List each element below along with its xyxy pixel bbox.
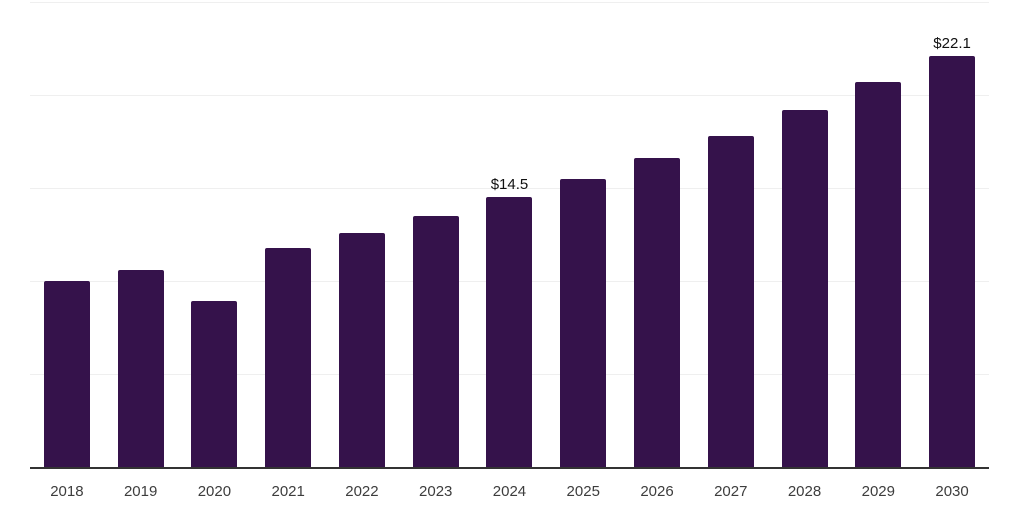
bar-2026[interactable] xyxy=(634,158,680,467)
bar-slot xyxy=(620,2,694,467)
x-tick-label-2021: 2021 xyxy=(271,483,305,500)
x-tick-label-2028: 2028 xyxy=(787,483,822,500)
bar-slot xyxy=(694,2,768,467)
bar-2028[interactable] xyxy=(781,109,828,467)
bar-slot xyxy=(30,2,104,467)
gridline xyxy=(30,2,989,3)
x-tick-label-2024: 2024 xyxy=(492,483,527,500)
x-tick-label-2019: 2019 xyxy=(123,483,158,500)
x-tick-label-2030: 2030 xyxy=(935,483,969,500)
bar-slot xyxy=(841,2,915,467)
bar-2027[interactable] xyxy=(707,135,754,467)
bar-value-label-2030: $22.1 xyxy=(933,34,971,52)
bar-slot xyxy=(178,2,252,467)
bar-slot xyxy=(546,2,620,467)
x-tick-label-2027: 2027 xyxy=(714,483,748,500)
bar-2030[interactable]: $22.1 xyxy=(929,35,976,467)
bar-slot xyxy=(104,2,178,467)
x-tick-label-2022: 2022 xyxy=(345,483,379,500)
x-tick-label-2023: 2023 xyxy=(419,483,453,500)
bar-2025[interactable] xyxy=(560,178,607,467)
gridline xyxy=(30,95,989,96)
bars-container: $14.5 $22.1 xyxy=(30,2,989,467)
bar-2024[interactable]: $14.5 xyxy=(486,176,533,467)
x-axis-labels: 2018 2019 2020 2021 2022 2023 2024 2025 2026 2027… xyxy=(30,483,989,501)
bar-2023[interactable] xyxy=(412,215,459,467)
bar-slot: $22.1 xyxy=(915,2,989,467)
x-tick-label-2018: 2018 xyxy=(50,483,84,500)
bar-2018[interactable] xyxy=(43,281,90,467)
bar-value-label-2024: $14.5 xyxy=(490,176,529,194)
bar-slot: $14.5 xyxy=(473,2,547,467)
bar-2021[interactable] xyxy=(265,247,312,467)
bar-2022[interactable] xyxy=(338,232,385,467)
bar-slot xyxy=(251,2,325,467)
bar-2019[interactable] xyxy=(117,269,164,467)
gridline xyxy=(30,188,989,189)
bar-slot xyxy=(768,2,842,467)
bar-slot xyxy=(399,2,473,467)
plot-area: $14.5 $22.1 xyxy=(30,2,989,469)
x-tick-label-2026: 2026 xyxy=(640,483,674,500)
bar-2020[interactable] xyxy=(191,301,238,467)
x-tick-label-2029: 2029 xyxy=(861,483,895,500)
bar-slot xyxy=(325,2,399,467)
bar-2029[interactable] xyxy=(855,81,902,467)
x-tick-label-2020: 2020 xyxy=(197,483,232,500)
x-tick-label-2025: 2025 xyxy=(566,483,600,500)
